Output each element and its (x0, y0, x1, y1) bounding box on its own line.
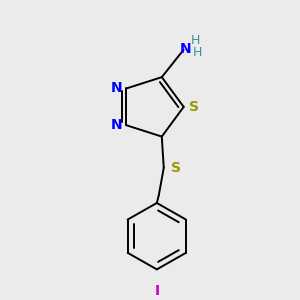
Text: N: N (111, 82, 122, 95)
Text: N: N (111, 118, 122, 132)
Text: I: I (154, 284, 159, 298)
Text: H: H (193, 46, 202, 59)
Text: N: N (180, 42, 191, 56)
Text: S: S (189, 100, 199, 114)
Text: H: H (191, 34, 200, 46)
Text: S: S (171, 161, 181, 175)
